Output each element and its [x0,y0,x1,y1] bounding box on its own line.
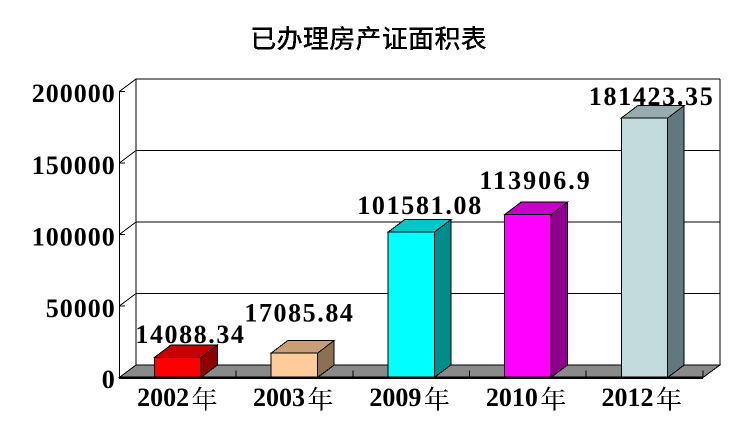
svg-text:200000: 200000 [32,79,115,108]
svg-text:100000: 100000 [32,222,115,251]
svg-text:17085.84: 17085.84 [244,298,353,327]
svg-text:2002: 2002 [137,383,189,412]
svg-text:2010: 2010 [486,383,538,412]
svg-text:2009: 2009 [369,383,421,412]
svg-text:113906.9: 113906.9 [479,166,589,195]
svg-text:2012: 2012 [602,383,654,412]
svg-text:50000: 50000 [46,294,115,323]
svg-text:14088.34: 14088.34 [135,320,244,349]
svg-text:101581.08: 101581.08 [357,191,481,220]
svg-text:0: 0 [102,365,115,394]
svg-text:150000: 150000 [32,151,115,180]
svg-text:181423.35: 181423.35 [589,82,713,111]
svg-text:2003: 2003 [253,383,305,412]
